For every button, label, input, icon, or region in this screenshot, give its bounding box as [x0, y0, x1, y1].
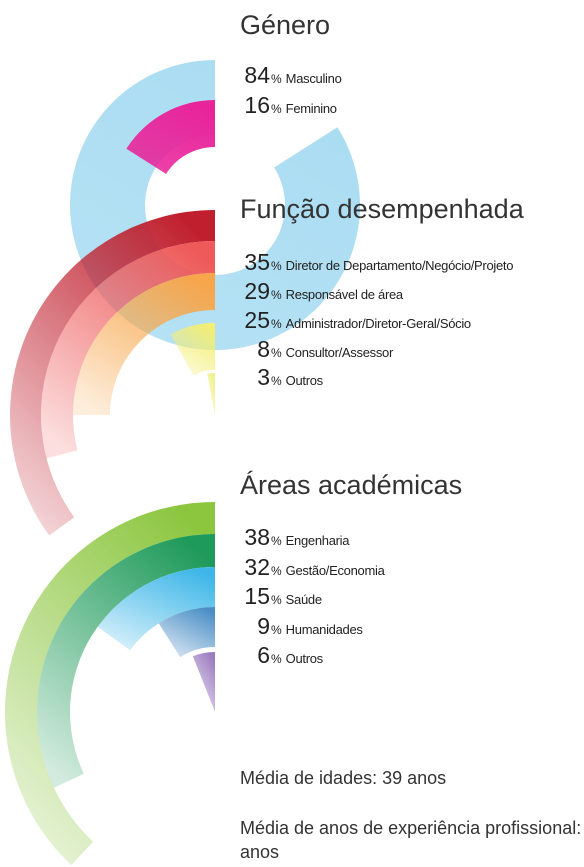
category-label: Gestão/Economia	[285, 563, 385, 578]
unit-label: %	[271, 652, 282, 666]
legend-item: 15% Saúde	[236, 583, 322, 609]
unit-label: %	[271, 623, 282, 637]
legend-item: 25% Administrador/Diretor-Geral/Sócio	[236, 307, 471, 333]
unit-label: %	[271, 534, 282, 548]
unit-label: %	[271, 317, 282, 331]
radial-bar	[126, 100, 215, 174]
category-label: Masculino	[285, 71, 342, 86]
value-label: 25	[244, 307, 270, 333]
legend-item: 6% Outros	[236, 642, 323, 668]
chart-title: Género	[240, 10, 331, 40]
unit-label: %	[271, 564, 282, 578]
unit-label: %	[271, 346, 282, 360]
value-label: 15	[244, 583, 270, 609]
unit-label: %	[271, 288, 282, 302]
legend-item: 9% Humanidades	[236, 613, 363, 639]
legend-item: 3% Outros	[236, 364, 323, 390]
category-label: Saúde	[285, 592, 322, 607]
value-label: 16	[244, 92, 270, 118]
category-label: Responsável de área	[285, 287, 403, 302]
category-label: Humanidades	[285, 622, 363, 637]
radial-bar	[192, 652, 215, 712]
radial-bar	[73, 273, 215, 415]
chart-title: Áreas académicas	[240, 470, 463, 500]
category-label: Feminino	[285, 101, 337, 116]
radial-bar	[158, 607, 215, 658]
unit-label: %	[271, 259, 282, 273]
legend-item: 29% Responsável de área	[236, 278, 403, 304]
category-label: Outros	[285, 373, 324, 388]
radial-bar	[41, 241, 215, 459]
unit-label: %	[271, 374, 282, 388]
radial-bar	[4, 502, 216, 866]
legend-item: 35% Diretor de Departamento/Negócio/Proje…	[236, 249, 513, 275]
radial-bar	[10, 210, 216, 536]
value-label: 32	[244, 554, 270, 580]
value-label: 9	[257, 613, 270, 639]
legend-item: 38% Engenharia	[236, 524, 349, 550]
value-label: 8	[257, 336, 270, 362]
value-label: 3	[257, 364, 270, 390]
legend-item: 32% Gestão/Economia	[236, 554, 385, 580]
category-label: Consultor/Assessor	[285, 345, 394, 360]
note: Média de idades: 39 anos	[240, 768, 447, 788]
unit-label: %	[271, 593, 282, 607]
note: Média de anos de experiência profissiona…	[240, 818, 584, 862]
legend-item: 16% Feminino	[236, 92, 337, 118]
value-label: 29	[244, 278, 270, 304]
unit-label: %	[271, 72, 282, 86]
category-label: Outros	[285, 651, 324, 666]
value-label: 6	[257, 642, 270, 668]
value-label: 38	[244, 524, 270, 550]
legend-item: 8% Consultor/Assessor	[236, 336, 393, 362]
category-label: Engenharia	[285, 533, 350, 548]
unit-label: %	[271, 102, 282, 116]
value-label: 84	[244, 62, 270, 88]
legend-item: 84% Masculino	[236, 62, 342, 88]
chart-title: Função desempenhada	[240, 194, 524, 224]
radial-bar	[36, 534, 215, 788]
radial-bar	[207, 373, 215, 415]
category-label: Diretor de Departamento/Negócio/Projeto	[285, 258, 514, 273]
value-label: 35	[244, 249, 270, 275]
radial-bar	[97, 567, 215, 651]
category-label: Administrador/Diretor-Geral/Sócio	[285, 316, 471, 331]
radial-bar	[170, 323, 215, 376]
